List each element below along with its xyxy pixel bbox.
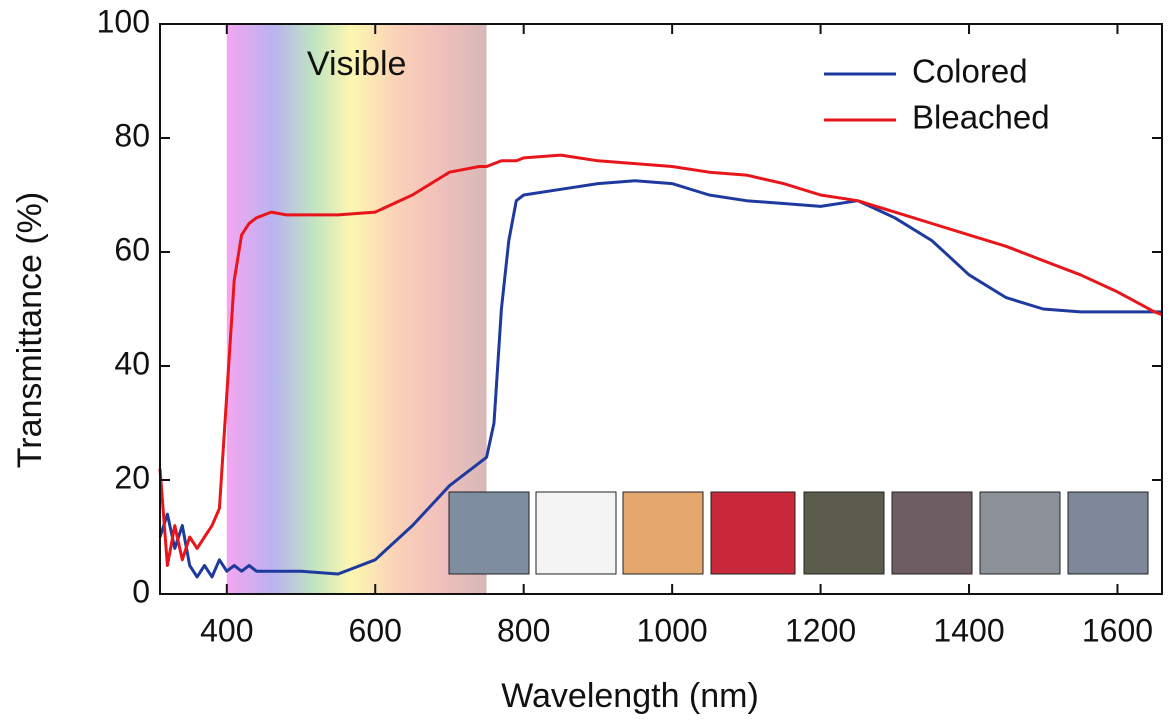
data-line (158, 179, 1162, 579)
y-tick-label: 60 (114, 231, 150, 267)
x-tick-label: 1000 (637, 612, 708, 648)
y-axis-title: Transmittance (%) (11, 192, 49, 468)
photo (535, 491, 617, 575)
photo (891, 491, 973, 575)
annotation: Visible (307, 45, 407, 83)
photo (803, 491, 885, 575)
x-tick-label: 400 (200, 612, 253, 648)
photo (448, 491, 530, 575)
x-tick-label: 800 (497, 612, 550, 648)
y-tick-label: 80 (114, 117, 150, 153)
photo (1067, 491, 1149, 575)
plot-frame (159, 23, 1163, 595)
sample-photos (448, 491, 1149, 575)
x-tick-label: 1600 (1082, 612, 1153, 648)
photo (979, 491, 1061, 575)
y-tick-label: 100 (97, 3, 150, 39)
y-tick-label: 20 (114, 459, 150, 495)
y-tick-label: 40 (114, 345, 150, 381)
legend-label: Bleached (912, 99, 1050, 136)
photo (710, 491, 796, 575)
visible-band (226, 24, 487, 594)
data-line (158, 153, 1163, 567)
y-tick-label: 0 (132, 573, 150, 609)
x-tick-label: 600 (349, 612, 402, 648)
x-tick-label: 1200 (785, 612, 856, 648)
photo (622, 491, 704, 575)
x-axis-title: Wavelength (nm) (501, 677, 759, 715)
legend-label: Colored (912, 53, 1028, 90)
x-tick-label: 1400 (933, 612, 1004, 648)
